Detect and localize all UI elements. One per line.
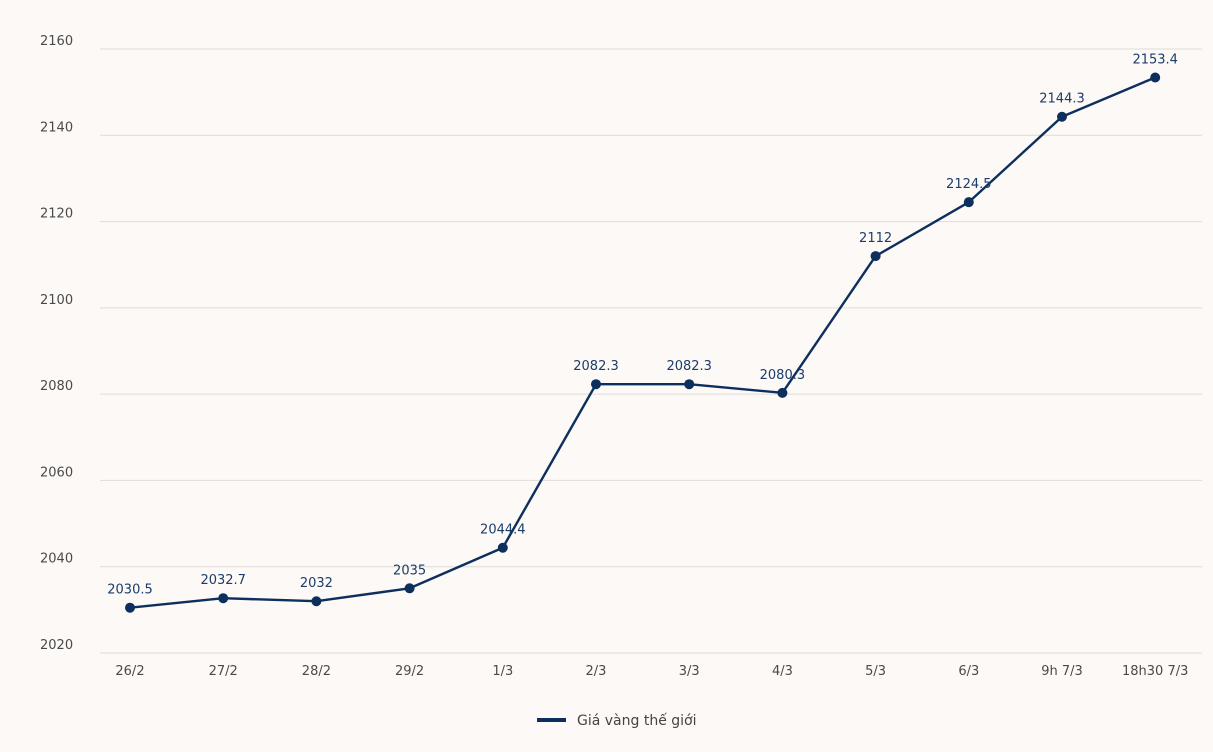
x-tick-label: 27/2	[209, 664, 238, 679]
data-point	[1057, 111, 1067, 122]
data-point	[404, 583, 415, 594]
x-tick-label: 9h 7/3	[1041, 664, 1083, 679]
y-tick-label: 2060	[40, 465, 73, 480]
data-label: 2035	[393, 563, 426, 578]
legend[interactable]: Giá vàng thế giới	[537, 712, 697, 729]
data-point	[497, 542, 508, 553]
y-tick-label: 2160	[40, 34, 73, 49]
x-tick-label: 1/3	[492, 664, 513, 679]
data-label: 2153.4	[1132, 52, 1178, 67]
data-label: 2030.5	[107, 583, 153, 598]
data-label: 2044.4	[480, 523, 526, 538]
y-tick-label: 2100	[40, 293, 73, 308]
series-line	[129, 76, 1156, 609]
y-axis-ticks: 2020 2040 2060 2080 2100 2120 2140 2160	[40, 34, 73, 653]
x-tick-label: 26/2	[115, 664, 144, 679]
x-tick-label: 2/3	[586, 664, 607, 679]
y-tick-label: 2140	[40, 120, 73, 135]
data-label: 2144.3	[1039, 92, 1085, 107]
y-tick-label: 2120	[40, 207, 73, 222]
data-label: 2082.3	[573, 359, 619, 374]
x-tick-label: 28/2	[302, 664, 331, 679]
gridlines	[100, 48, 1202, 654]
x-tick-label: 4/3	[772, 664, 793, 679]
x-tick-label: 29/2	[395, 664, 424, 679]
x-tick-label: 3/3	[679, 664, 700, 679]
x-tick-label: 18h30 7/3	[1122, 664, 1188, 679]
x-tick-label: 6/3	[958, 664, 979, 679]
x-axis-ticks: 26/2 27/2 28/2 29/2 1/3 2/3 3/3 4/3 5/3 6/3 9h 7/3…	[115, 664, 1188, 679]
x-tick-label: 5/3	[865, 664, 886, 679]
series	[125, 72, 1161, 613]
data-label: 2032	[300, 576, 333, 591]
data-point	[870, 251, 881, 262]
y-tick-label: 2020	[40, 638, 73, 653]
data-point	[777, 387, 788, 398]
y-tick-label: 2080	[40, 379, 73, 394]
data-labels: 2030.5 2032.7 2032 2035 2044.4 2082.3 2082.3 20…	[107, 52, 1178, 597]
data-point	[684, 379, 695, 390]
data-label: 2124.5	[946, 177, 992, 192]
legend-label: Giá vàng thế giới	[577, 712, 697, 729]
data-label: 2082.3	[666, 359, 712, 374]
data-label: 2112	[859, 231, 892, 246]
data-point	[125, 602, 135, 613]
data-point	[311, 596, 322, 607]
data-label: 2032.7	[200, 573, 246, 588]
y-tick-label: 2040	[40, 552, 73, 567]
data-point	[963, 197, 974, 208]
data-label: 2080.3	[760, 368, 806, 383]
data-point	[1150, 72, 1161, 83]
data-point	[591, 379, 601, 390]
data-point	[218, 593, 229, 604]
